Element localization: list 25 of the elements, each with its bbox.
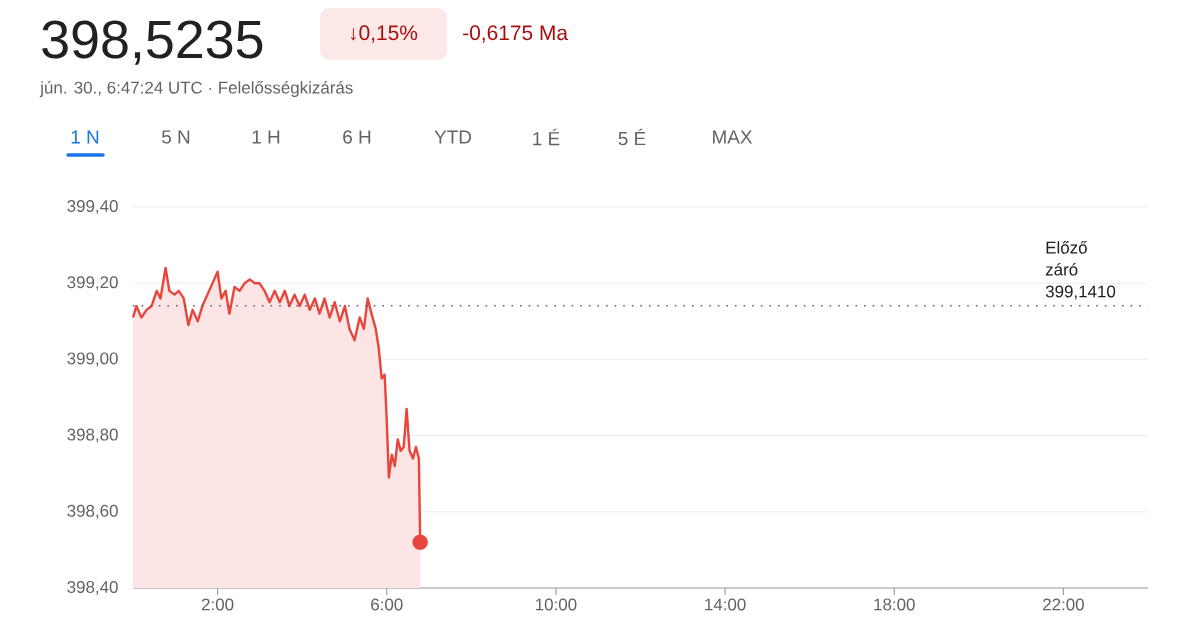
x-tick-label: 18:00 bbox=[874, 598, 915, 611]
text: ↓0,15% bbox=[350, 25, 418, 43]
ref-line-label: Előző záró 399,1410 bbox=[1045, 241, 1116, 300]
y-tick-label: 398,80 bbox=[67, 428, 118, 443]
x-tick-label: 22:00 bbox=[1043, 598, 1084, 611]
chart-title: 398,5235 bbox=[42, 20, 263, 65]
text: 1 H bbox=[252, 130, 280, 144]
text: 5 N bbox=[162, 130, 190, 144]
text: -0,6175 Ma bbox=[463, 25, 569, 43]
x-tick-label: 6:00 bbox=[371, 598, 403, 611]
text: 6 H bbox=[343, 130, 371, 144]
chart-subtitle: jún. 30., 6:47:24 UTC · Felelősségkizárás bbox=[39, 81, 353, 97]
text: 1 É bbox=[533, 128, 560, 146]
y-tick-label: 399,40 bbox=[67, 200, 118, 214]
y-tick-label: 398,40 bbox=[67, 581, 118, 595]
text: MAX bbox=[713, 130, 753, 144]
text: YTD bbox=[434, 130, 472, 144]
text: 1 N bbox=[71, 130, 99, 144]
text: 5 É bbox=[618, 128, 646, 146]
y-tick-label: 399,00 bbox=[67, 352, 118, 367]
y-tick-label: 398,60 bbox=[67, 504, 118, 519]
x-tick-label: 10:00 bbox=[536, 598, 577, 611]
y-tick-label: 399,20 bbox=[67, 276, 118, 291]
x-tick-label: 2:00 bbox=[201, 598, 234, 611]
x-tick-label: 14:00 bbox=[705, 598, 746, 611]
